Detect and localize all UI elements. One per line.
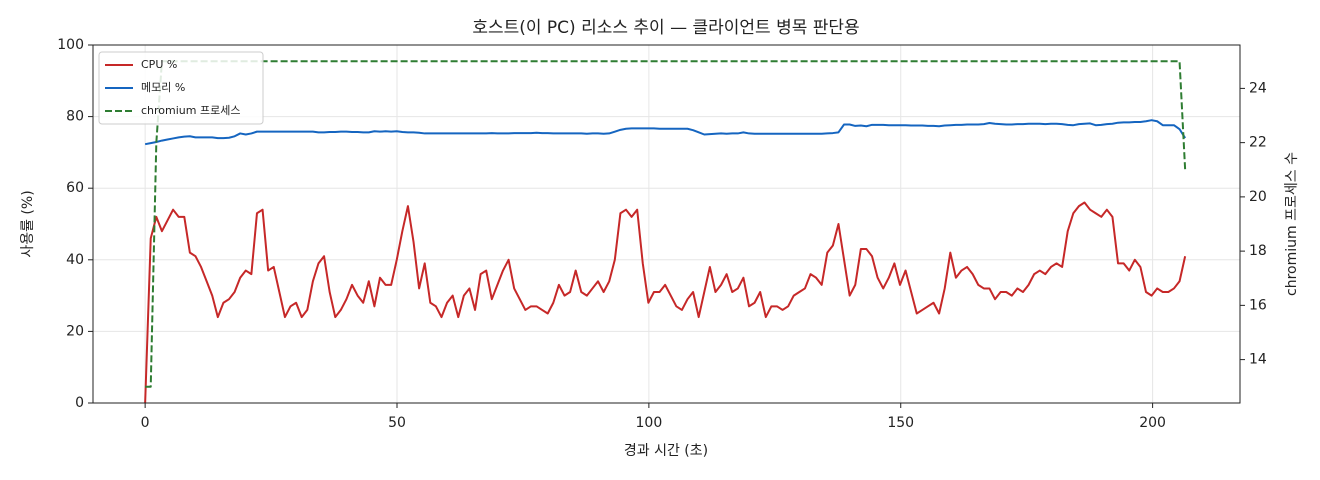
y2-tick-label: 22 bbox=[1249, 135, 1267, 151]
data-line bbox=[144, 119, 1186, 146]
y-tick-label: 80 bbox=[66, 109, 84, 125]
y-tick-label: 0 bbox=[75, 395, 84, 411]
data-line bbox=[144, 201, 1187, 404]
chart-title: 호스트(이 PC) 리소스 추이 — 클라이언트 병목 판단용 bbox=[472, 18, 859, 38]
y2-tick-label: 16 bbox=[1249, 297, 1267, 313]
legend-box bbox=[98, 51, 264, 125]
legend-label: CPU % bbox=[141, 58, 177, 71]
legend: CPU % 메모리 % chromium 프로세스 bbox=[98, 51, 264, 125]
x-tick-label: 150 bbox=[887, 415, 914, 431]
y2-axis-label: chromium 프로세스 수 bbox=[1284, 152, 1300, 296]
y2-tick-label: 18 bbox=[1249, 243, 1267, 259]
y-tick-label: 20 bbox=[66, 323, 84, 339]
x-axis-label: 경과 시간 (초) bbox=[624, 443, 708, 459]
x-tick-label: 200 bbox=[1139, 415, 1166, 431]
legend-label: 메모리 % bbox=[141, 81, 185, 94]
legend-label: chromium 프로세스 bbox=[141, 104, 240, 117]
y-axis-label: 사용률 (%) bbox=[20, 190, 36, 257]
x-tick-label: 100 bbox=[636, 415, 663, 431]
x-tick-label: 50 bbox=[388, 415, 406, 431]
y2-tick-label: 20 bbox=[1249, 189, 1267, 205]
y-tick-label: 60 bbox=[66, 180, 84, 196]
plot-frame bbox=[92, 44, 1241, 404]
x-tick-label: 0 bbox=[141, 415, 150, 431]
y-tick-label: 40 bbox=[66, 252, 84, 268]
y2-tick-label: 24 bbox=[1249, 80, 1267, 96]
data-line bbox=[145, 60, 1187, 388]
y-tick-label: 100 bbox=[57, 37, 84, 53]
y2-tick-label: 14 bbox=[1249, 352, 1267, 368]
